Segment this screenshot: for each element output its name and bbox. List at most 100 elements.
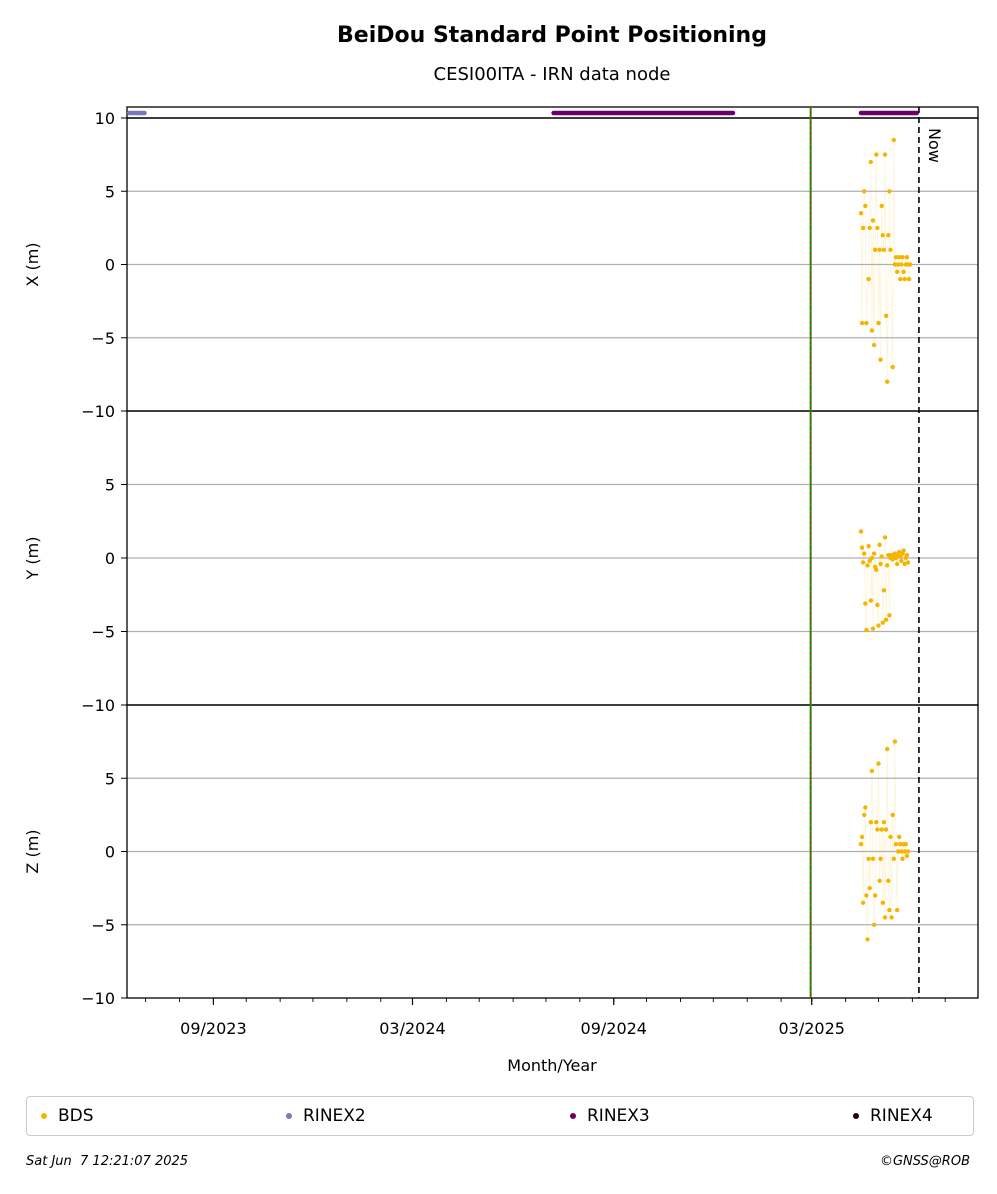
data-point xyxy=(901,269,906,274)
data-point xyxy=(869,768,875,774)
y-axis-label: Y (m) xyxy=(23,537,42,581)
data-point xyxy=(897,549,902,555)
data-point xyxy=(901,548,906,553)
data-point xyxy=(882,915,888,920)
data-point xyxy=(891,137,896,143)
y-tick-label: −10 xyxy=(81,696,115,715)
data-point xyxy=(898,276,903,282)
y-tick-label: 0 xyxy=(105,256,115,275)
data-point xyxy=(892,262,898,267)
data-point xyxy=(899,558,904,564)
data-point xyxy=(899,262,904,267)
data-point xyxy=(866,276,871,282)
data-point xyxy=(879,554,884,559)
data-point xyxy=(881,820,887,825)
data-point xyxy=(887,613,892,618)
data-point xyxy=(877,247,882,252)
data-point xyxy=(896,849,901,854)
data-point xyxy=(877,878,882,883)
legend-label-rinex2: RINEX2 xyxy=(303,1106,366,1126)
data-point xyxy=(906,276,912,282)
legend-marker-bds xyxy=(41,1113,47,1119)
panel-0: 10 5 0 −5 −10 X (m) xyxy=(23,109,979,421)
y-tick-label: −5 xyxy=(91,329,115,348)
data-point xyxy=(875,827,880,832)
panel-1: 5 0 −5 −10 Y (m) xyxy=(23,410,979,715)
data-point xyxy=(879,203,884,209)
data-point xyxy=(859,320,865,326)
data-point xyxy=(866,856,871,861)
data-point xyxy=(902,849,907,854)
x-axis-label: Month/Year xyxy=(507,1056,597,1075)
data-point xyxy=(883,617,889,622)
y-axis-label: X (m) xyxy=(23,242,42,286)
data-point xyxy=(891,856,896,861)
legend-marker-rinex4 xyxy=(853,1113,859,1119)
legend-item-bds: BDS xyxy=(41,1097,94,1135)
data-point xyxy=(890,364,895,370)
data-point xyxy=(863,805,868,810)
data-point xyxy=(860,900,866,905)
data-point xyxy=(887,907,892,913)
data-point xyxy=(871,342,877,348)
data-point xyxy=(863,601,868,606)
data-point xyxy=(874,152,879,157)
data-point xyxy=(860,560,866,565)
data-point xyxy=(875,225,880,231)
data-point xyxy=(902,276,907,282)
data-point xyxy=(858,211,864,216)
y-tick-label: 5 xyxy=(105,182,115,201)
data-point xyxy=(894,561,900,567)
x-tick-label: 03/2025 xyxy=(779,1019,845,1038)
data-point xyxy=(890,812,895,818)
data-point xyxy=(875,602,880,608)
legend-label-rinex4: RINEX4 xyxy=(870,1106,933,1126)
data-point xyxy=(873,247,878,252)
data-point xyxy=(893,842,899,847)
data-point xyxy=(864,627,869,633)
data-point xyxy=(869,328,875,333)
data-point xyxy=(880,900,885,905)
data-point xyxy=(871,922,877,927)
y-tick-label: 0 xyxy=(105,549,115,568)
data-point xyxy=(866,544,871,549)
y-tick-label: 5 xyxy=(105,476,115,495)
legend-item-rinex3: RINEX3 xyxy=(570,1097,650,1135)
chart-title: BeiDou Standard Point Positioning xyxy=(337,23,767,48)
data-point xyxy=(885,563,890,568)
y-tick-label: −10 xyxy=(81,402,115,421)
legend-item-rinex4: RINEX4 xyxy=(853,1097,933,1135)
data-point xyxy=(867,885,872,891)
data-point xyxy=(862,812,867,818)
data-point xyxy=(869,555,875,561)
data-point xyxy=(892,739,898,744)
data-point xyxy=(904,552,910,558)
data-point xyxy=(896,262,901,267)
data-point xyxy=(859,834,865,840)
data-point xyxy=(862,551,867,556)
data-point xyxy=(879,827,884,832)
data-point xyxy=(900,856,905,861)
plot-area: 10 5 0 −5 −10 X (m) 5 0 −5 −10 Y (m) 5 0 −5 −10 Z (m) No… xyxy=(23,106,979,1038)
data-point xyxy=(878,561,883,567)
data-point xyxy=(863,203,868,209)
x-tick-label: 03/2024 xyxy=(379,1019,445,1038)
data-point xyxy=(877,542,882,547)
data-point xyxy=(871,551,877,556)
y-tick-label: 0 xyxy=(105,843,115,862)
data-point xyxy=(883,827,889,832)
legend: BDS RINEX2 RINEX3 RINEX4 xyxy=(26,1096,974,1136)
data-point xyxy=(904,853,910,859)
data-point xyxy=(880,233,885,238)
data-point xyxy=(858,842,864,847)
data-point xyxy=(902,561,907,567)
data-point xyxy=(865,563,870,568)
data-point xyxy=(865,937,870,942)
series-line xyxy=(860,741,909,940)
data-point xyxy=(905,849,911,854)
data-point xyxy=(894,269,900,274)
data-point xyxy=(888,834,893,840)
data-point xyxy=(874,567,879,572)
data-point xyxy=(885,379,890,384)
